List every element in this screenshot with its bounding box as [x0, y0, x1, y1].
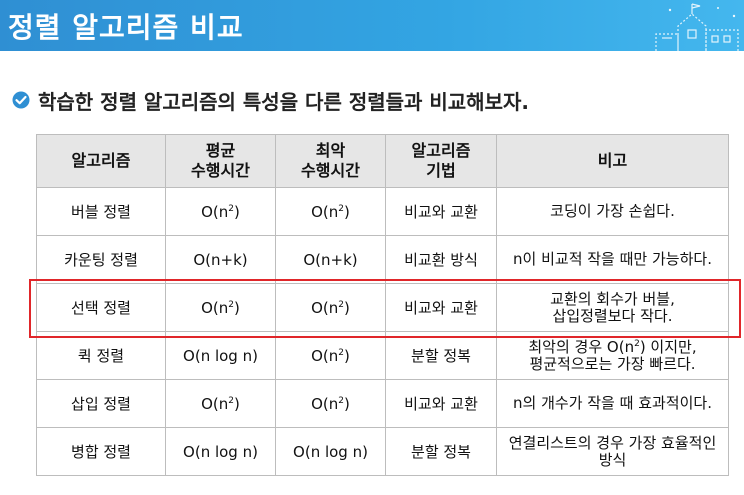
cell-worst-time: O(n2): [275, 331, 386, 380]
cell-average-time: O(n log n): [165, 331, 276, 380]
header-technique: 알고리즘 기법: [385, 134, 497, 188]
table-header-row: 알고리즘 평균 수행시간 최악 수행시간 알고리즘 기법 비고: [36, 134, 729, 188]
cell-note: n의 개수가 작을 때 효과적이다.: [496, 379, 729, 428]
cell-average-time: O(n log n): [165, 427, 276, 476]
sort-comparison-table: 알고리즘 평균 수행시간 최악 수행시간 알고리즘 기법 비고 버블 정렬 O(n2) O(n2)…: [36, 134, 729, 476]
subtitle-row: 학습한 정렬 알고리즘의 특성을 다른 정렬들과 비교해보자.: [12, 86, 529, 114]
cell-average-time: O(n2): [165, 187, 276, 236]
cell-average-time: O(n+k): [165, 235, 276, 284]
header-average-time: 평균 수행시간: [165, 134, 276, 188]
cell-algorithm: 삽입 정렬: [36, 379, 166, 428]
cell-technique: 비교와 교환: [385, 187, 497, 236]
house-decoration-icon: [655, 3, 739, 51]
cell-note: 최악의 경우 O(n2) 이지만, 평균적으로는 가장 빠르다.: [496, 331, 729, 380]
header-note: 비고: [496, 134, 729, 188]
cell-technique: 비교환 방식: [385, 235, 497, 284]
cell-algorithm: 퀵 정렬: [36, 331, 166, 380]
cell-average-time: O(n2): [165, 283, 276, 332]
cell-worst-time: O(n+k): [275, 235, 386, 284]
table-row: 카운팅 정렬 O(n+k) O(n+k) 비교환 방식 n이 비교적 작을 때만 가능하…: [36, 235, 729, 284]
header-algorithm: 알고리즘: [36, 134, 166, 188]
cell-technique: 분할 정복: [385, 331, 497, 380]
check-circle-icon: [12, 91, 30, 109]
table-row: 삽입 정렬 O(n2) O(n2) 비교와 교환 n의 개수가 작을 때 효과적이다.: [36, 379, 729, 428]
cell-note: n이 비교적 작을 때만 가능하다.: [496, 235, 729, 284]
table-body: 버블 정렬 O(n2) O(n2) 비교와 교환 코딩이 가장 손쉽다. 카운팅 정렬 O(…: [36, 187, 729, 476]
cell-algorithm: 선택 정렬: [36, 283, 166, 332]
cell-worst-time: O(n2): [275, 283, 386, 332]
cell-worst-time: O(n2): [275, 379, 386, 428]
cell-note: 연결리스트의 경우 가장 효율적인 방식: [496, 427, 729, 476]
cell-note: 코딩이 가장 손쉽다.: [496, 187, 729, 236]
table-row: 퀵 정렬 O(n log n) O(n2) 분할 정복 최악의 경우 O(n2) 이지만…: [36, 331, 729, 380]
cell-note: 교환의 회수가 버블, 삽입정렬보다 작다.: [496, 283, 729, 332]
page-title: 정렬 알고리즘 비교: [8, 11, 244, 44]
cell-technique: 비교와 교환: [385, 379, 497, 428]
cell-algorithm: 카운팅 정렬: [36, 235, 166, 284]
cell-algorithm: 버블 정렬: [36, 187, 166, 236]
cell-technique: 비교와 교환: [385, 283, 497, 332]
cell-worst-time: O(n2): [275, 187, 386, 236]
cell-average-time: O(n2): [165, 379, 276, 428]
title-banner: 정렬 알고리즘 비교: [0, 0, 744, 51]
table-row: 병합 정렬 O(n log n) O(n log n) 분할 정복 연결리스트의 경우 …: [36, 427, 729, 476]
table-row: 선택 정렬 O(n2) O(n2) 비교와 교환 교환의 회수가 버블, 삽입정렬보다 작…: [36, 283, 729, 332]
header-worst-time: 최악 수행시간: [275, 134, 386, 188]
subtitle-text: 학습한 정렬 알고리즘의 특성을 다른 정렬들과 비교해보자.: [38, 89, 529, 114]
cell-algorithm: 병합 정렬: [36, 427, 166, 476]
table-row: 버블 정렬 O(n2) O(n2) 비교와 교환 코딩이 가장 손쉽다.: [36, 187, 729, 236]
cell-worst-time: O(n log n): [275, 427, 386, 476]
cell-technique: 분할 정복: [385, 427, 497, 476]
